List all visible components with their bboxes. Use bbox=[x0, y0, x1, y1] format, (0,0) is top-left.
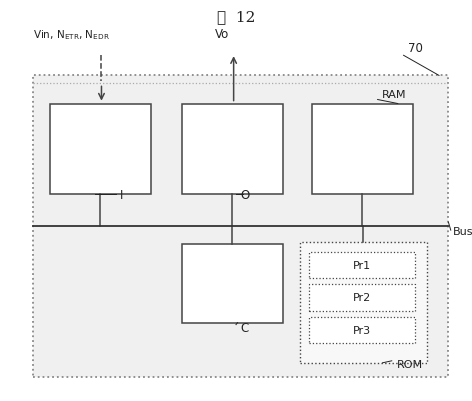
Bar bbox=[300, 243, 427, 363]
Text: 図  12: 図 12 bbox=[217, 10, 255, 24]
Bar bbox=[33, 76, 448, 377]
Text: Vo: Vo bbox=[215, 28, 229, 41]
Text: Vin, N$_{\mathsf{ETR}}$, N$_{\mathsf{EDR}}$: Vin, N$_{\mathsf{ETR}}$, N$_{\mathsf{EDR… bbox=[33, 28, 110, 42]
Text: Pr3: Pr3 bbox=[353, 325, 371, 335]
Bar bbox=[309, 285, 415, 311]
Bar bbox=[309, 317, 415, 343]
Bar bbox=[182, 104, 283, 194]
Text: Bus: Bus bbox=[453, 227, 472, 237]
Text: 70: 70 bbox=[408, 42, 423, 55]
Bar bbox=[312, 104, 413, 194]
Text: Pr1: Pr1 bbox=[353, 261, 371, 271]
Text: Pr2: Pr2 bbox=[353, 293, 371, 303]
Text: ROM: ROM bbox=[396, 359, 422, 369]
Text: I: I bbox=[120, 188, 124, 201]
Bar bbox=[182, 245, 283, 323]
Bar bbox=[309, 253, 415, 279]
Text: C: C bbox=[241, 321, 249, 334]
Bar bbox=[50, 104, 151, 194]
Text: O: O bbox=[241, 188, 250, 201]
Text: RAM: RAM bbox=[382, 90, 407, 100]
